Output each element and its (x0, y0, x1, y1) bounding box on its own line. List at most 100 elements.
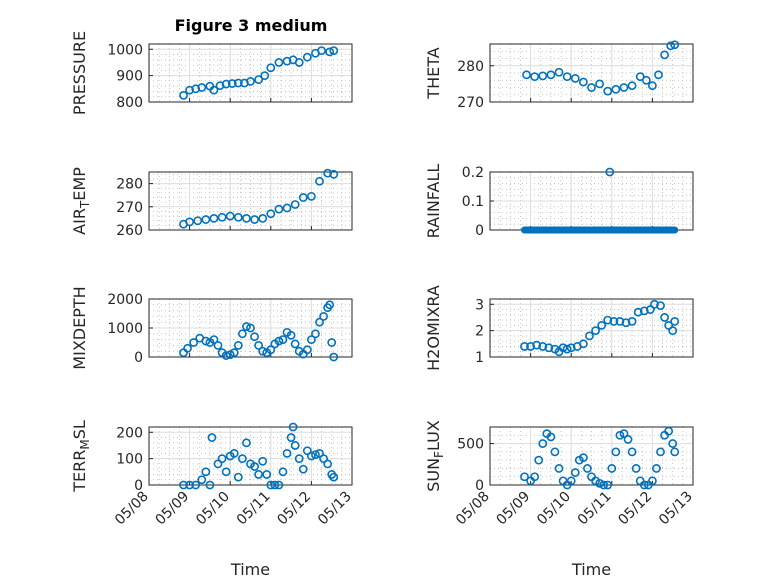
data-point (329, 46, 339, 55)
data-point (290, 200, 300, 209)
data-point (246, 323, 255, 333)
data-point (660, 50, 669, 60)
plot-border-terr_msl (148, 426, 353, 486)
data-point (578, 339, 588, 349)
data-point (656, 447, 665, 457)
data-point (660, 313, 669, 322)
data-point (648, 81, 657, 91)
data-point (325, 47, 335, 57)
data-point (668, 326, 678, 336)
data-point (262, 470, 272, 479)
y-axis-label-h2omixra: H2OMIXRA (424, 285, 443, 371)
data-point (221, 79, 231, 89)
data-point (274, 204, 284, 214)
data-point (522, 70, 531, 80)
y-axis-label-terr_msl: TERRMSL (70, 420, 92, 493)
x-axis-label: Time (230, 560, 270, 579)
plot-border-mixdepth (148, 298, 353, 358)
data-point (191, 480, 201, 490)
panel-air_temp: 260 270 280 AIRTEMP (70, 167, 353, 239)
panel-h2omixra: 1 2 3 H2OMIXRA (424, 285, 694, 371)
data-point (242, 322, 251, 331)
data-point (233, 78, 243, 88)
data-point (566, 343, 576, 353)
y-tick-label: 2000 (107, 292, 143, 308)
panel-rainfall: 0 0.1 0.2 RAINFALL (424, 164, 694, 239)
data-point (189, 338, 199, 347)
data-point (641, 75, 651, 85)
y-tick-label: 800 (116, 95, 143, 111)
plot-border-h2omixra (489, 298, 694, 358)
data-point (201, 215, 211, 224)
data-point (302, 345, 312, 355)
y-tick-label: 0 (134, 478, 143, 494)
data-point (532, 340, 542, 350)
y-axis-label-air_temp: AIRTEMP (70, 167, 92, 235)
data-point (670, 317, 680, 326)
data-point (323, 168, 333, 178)
data-point (225, 211, 235, 221)
y-tick-label: 200 (116, 425, 143, 441)
data-point (530, 472, 540, 482)
data-point (611, 447, 621, 457)
data-point (258, 456, 268, 466)
y-axis-label-theta: THETA (424, 47, 443, 99)
data-point (227, 79, 237, 88)
data-point (201, 336, 211, 346)
data-point (237, 329, 247, 339)
data-point (242, 213, 251, 223)
y-tick-label: 100 (116, 452, 143, 468)
figure-title: Figure 3 medium (175, 16, 328, 35)
data-point (652, 464, 661, 473)
data-point (585, 331, 594, 341)
plot-border-air_temp (148, 171, 353, 231)
data-point (282, 56, 292, 66)
y-tick-label: 260 (116, 223, 143, 239)
data-point (603, 315, 613, 325)
data-point (648, 476, 657, 486)
data-point (664, 426, 674, 436)
y-tick-label: 0 (475, 478, 484, 494)
data-point (282, 203, 292, 213)
data-point (233, 340, 243, 350)
data-point (609, 317, 619, 326)
y-tick-label: 500 (457, 437, 484, 453)
data-point (306, 451, 316, 461)
data-point (183, 343, 192, 353)
data-point (229, 448, 239, 458)
data-point (538, 71, 548, 81)
data-point (654, 70, 663, 80)
plot-border-sun_flux (489, 426, 694, 486)
data-point (209, 213, 219, 223)
data-point (621, 318, 631, 328)
data-point (315, 176, 324, 186)
data-point (631, 464, 641, 473)
y-tick-label: 280 (457, 59, 484, 75)
data-point (656, 301, 665, 310)
data-point (246, 77, 255, 86)
data-point (538, 439, 548, 448)
data-point (311, 450, 320, 460)
data-point (306, 335, 316, 344)
data-point (266, 480, 276, 490)
data-point (185, 480, 194, 490)
y-tick-label: 1000 (107, 321, 143, 337)
data-point (250, 215, 259, 224)
data-point (323, 459, 333, 469)
data-point (278, 467, 288, 477)
data-point (254, 340, 264, 350)
data-point (274, 336, 284, 346)
data-point (619, 83, 629, 92)
data-point (179, 91, 188, 100)
data-point (221, 467, 231, 477)
data-point (668, 439, 678, 448)
y-axis-label-rainfall: RAINFALL (424, 164, 443, 239)
data-point (578, 77, 588, 87)
data-point (302, 52, 312, 62)
data-point (650, 299, 659, 309)
data-point (233, 212, 243, 222)
panel-mixdepth: 0 1000 2000 MIXDEPTH (70, 286, 353, 370)
data-point (311, 329, 320, 339)
data-point (599, 480, 609, 490)
